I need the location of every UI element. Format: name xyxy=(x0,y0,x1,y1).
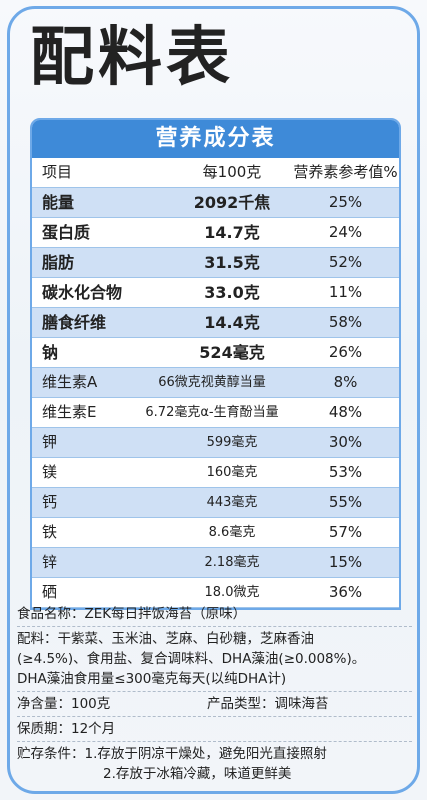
row-item: 蛋白质 xyxy=(42,223,91,242)
row-value: 18.0微克 xyxy=(204,585,260,600)
row-item: 钙 xyxy=(42,493,58,511)
table-row: 蛋白质 14.7克 24% xyxy=(32,218,399,248)
row-value: 2.18毫克 xyxy=(204,555,260,570)
table-row: 钾 599毫克 30% xyxy=(32,428,399,458)
row-value: 599毫克 xyxy=(206,435,258,450)
row-nrv: 48% xyxy=(328,403,363,421)
table-row: 能量 2092千焦 25% xyxy=(32,188,399,218)
row-value: 33.0克 xyxy=(204,283,260,302)
net-type-line: 净含量：100克 产品类型：调味海苔 xyxy=(17,694,412,714)
product-info: 食品名称：ZEK每日拌饭海苔（原味） 配料：干紫菜、玉米油、芝麻、白砂糖，芝麻香… xyxy=(17,604,412,784)
nutrition-table: 营养成分表 项目 每100克 营养素参考值% 能量 2092千焦 25% 蛋白质 14.… xyxy=(30,118,401,610)
col-per100g: 每100克 xyxy=(202,163,262,181)
table-row: 维生素A 66微克视黄醇当量 8% xyxy=(32,368,399,398)
row-value: 14.4克 xyxy=(204,313,260,332)
product-type: 产品类型：调味海苔 xyxy=(207,696,329,712)
ingredients-line-3: DHA藻油食用量≤300毫克每天(以纯DHA计) xyxy=(17,671,287,687)
row-value: 6.72毫克α-生育酚当量 xyxy=(145,405,279,420)
divider xyxy=(17,716,412,717)
divider xyxy=(17,691,412,692)
row-nrv: 36% xyxy=(328,583,363,601)
row-item: 维生素A xyxy=(42,373,98,391)
row-value: 8.6毫克 xyxy=(208,525,256,540)
table-row: 钙 443毫克 55% xyxy=(32,488,399,518)
row-nrv: 26% xyxy=(328,343,363,361)
row-nrv: 11% xyxy=(328,283,363,301)
row-item: 膳食纤维 xyxy=(42,313,107,332)
row-nrv: 8% xyxy=(333,373,358,391)
col-item: 项目 xyxy=(42,163,73,181)
row-nrv: 55% xyxy=(328,493,363,511)
row-value: 443毫克 xyxy=(206,495,258,510)
row-nrv: 57% xyxy=(328,523,363,541)
row-value: 524毫克 xyxy=(199,343,265,362)
divider xyxy=(17,741,412,742)
row-item: 脂肪 xyxy=(42,253,75,272)
blue-frame xyxy=(7,6,420,794)
row-nrv: 53% xyxy=(328,463,363,481)
row-nrv: 24% xyxy=(328,223,363,241)
table-row: 硒 18.0微克 36% xyxy=(32,578,399,608)
table-row: 维生素E 6.72毫克α-生育酚当量 48% xyxy=(32,398,399,428)
row-nrv: 25% xyxy=(328,193,363,211)
col-nrv: 营养素参考值% xyxy=(293,163,398,181)
row-item: 硒 xyxy=(42,583,58,601)
row-nrv: 52% xyxy=(328,253,363,271)
row-item: 钠 xyxy=(42,343,59,362)
table-row: 碳水化合物 33.0克 11% xyxy=(32,278,399,308)
row-item: 镁 xyxy=(42,463,58,481)
product-name: 食品名称：ZEK每日拌饭海苔（原味） xyxy=(17,606,247,622)
row-item: 锌 xyxy=(42,553,58,571)
row-nrv: 30% xyxy=(328,433,363,451)
table-row: 膳食纤维 14.4克 58% xyxy=(32,308,399,338)
storage-line-1: 贮存条件：1.存放于阴凉干燥处，避免阳光直接照射 xyxy=(17,746,327,762)
divider xyxy=(17,626,412,627)
storage-line-2: 2.存放于冰箱冷藏，味道更鲜美 xyxy=(103,766,292,782)
row-value: 66微克视黄醇当量 xyxy=(158,375,266,390)
page-title: 配料表 xyxy=(30,21,234,95)
row-nrv: 15% xyxy=(328,553,363,571)
shelf-life: 保质期：12个月 xyxy=(17,721,116,737)
table-row: 锌 2.18毫克 15% xyxy=(32,548,399,578)
row-value: 31.5克 xyxy=(204,253,260,272)
ingredients-line-1: 配料：干紫菜、玉米油、芝麻、白砂糖，芝麻香油 xyxy=(17,631,314,647)
table-row: 镁 160毫克 53% xyxy=(32,458,399,488)
table-heading: 营养成分表 xyxy=(32,120,399,158)
table-row: 铁 8.6毫克 57% xyxy=(32,518,399,548)
row-item: 钾 xyxy=(42,433,58,451)
table-header-row: 项目 每100克 营养素参考值% xyxy=(32,158,399,188)
row-item: 碳水化合物 xyxy=(42,283,123,302)
row-item: 铁 xyxy=(42,523,58,541)
row-value: 2092千焦 xyxy=(193,193,271,212)
row-value: 14.7克 xyxy=(204,223,260,242)
row-value: 160毫克 xyxy=(206,465,258,480)
table-row: 钠 524毫克 26% xyxy=(32,338,399,368)
row-nrv: 58% xyxy=(328,313,363,331)
row-item: 能量 xyxy=(42,193,75,212)
ingredients-line-2: (≥4.5%)、食用盐、复合调味料、DHA藻油(≥0.008%)。 xyxy=(17,651,366,667)
row-item: 维生素E xyxy=(42,403,97,421)
net-content: 净含量：100克 xyxy=(17,696,111,712)
table-row: 脂肪 31.5克 52% xyxy=(32,248,399,278)
